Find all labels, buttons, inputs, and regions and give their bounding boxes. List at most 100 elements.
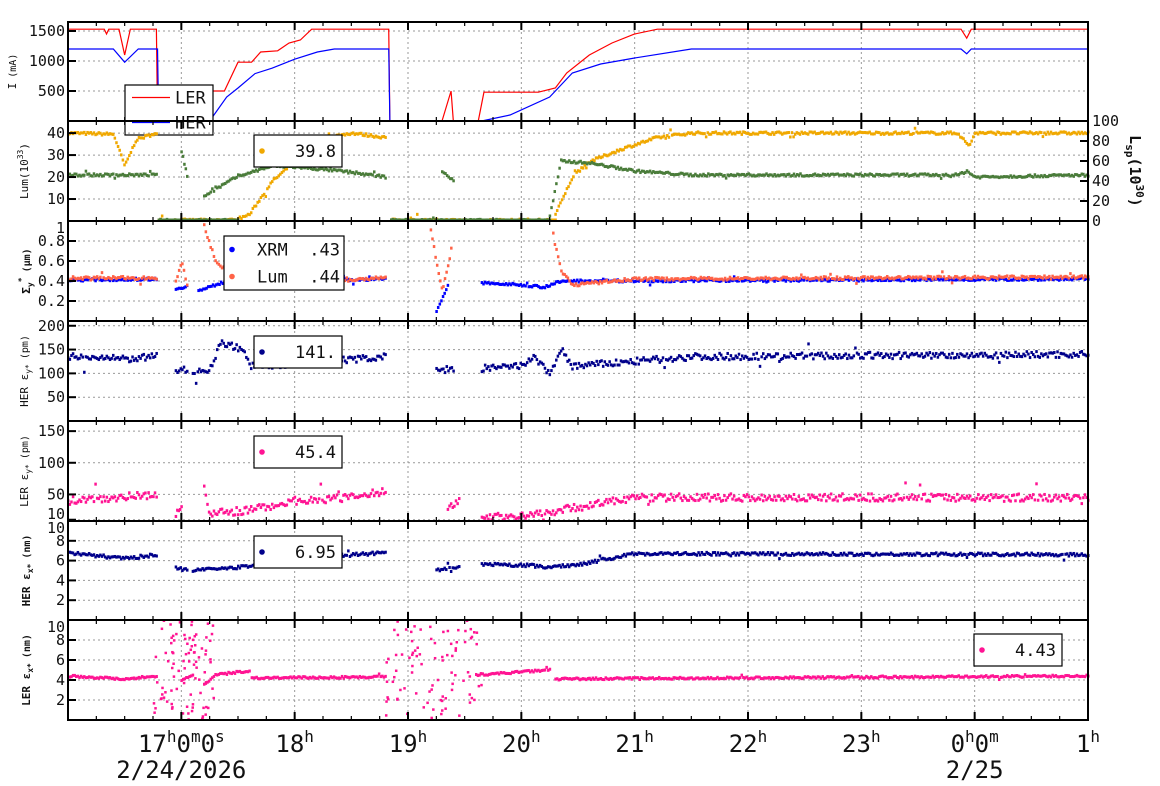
data-point	[914, 495, 917, 498]
data-point	[848, 354, 851, 357]
data-point	[180, 150, 183, 153]
data-point	[365, 355, 368, 358]
data-point	[381, 487, 384, 490]
data-point	[1060, 500, 1063, 503]
data-point	[117, 145, 120, 148]
data-point	[489, 369, 492, 372]
data-point	[791, 498, 794, 501]
data-point	[585, 166, 588, 169]
data-point	[939, 275, 942, 278]
data-point	[80, 500, 83, 503]
legend-value: 6.95	[295, 543, 336, 563]
data-point	[337, 490, 340, 493]
data-point	[946, 356, 949, 359]
data-point	[579, 505, 582, 508]
data-point	[205, 230, 208, 233]
data-point	[248, 670, 251, 673]
data-point	[118, 149, 121, 152]
data-point	[859, 494, 862, 497]
data-point	[269, 508, 272, 511]
data-point	[925, 278, 928, 281]
data-point	[872, 357, 875, 360]
data-point	[587, 507, 590, 510]
y-tick-label: 4	[56, 571, 65, 589]
data-point	[114, 137, 117, 140]
data-point	[562, 195, 565, 198]
data-point	[806, 499, 809, 502]
y-axis-title: LER εy*(pm)	[18, 435, 33, 507]
series-line	[68, 49, 1088, 121]
legend-value: .43	[309, 241, 340, 261]
data-point	[570, 363, 573, 366]
data-point	[539, 509, 542, 512]
data-point	[146, 497, 149, 500]
data-point	[929, 351, 932, 354]
data-point	[378, 672, 381, 675]
data-point	[948, 353, 951, 356]
data-point	[211, 515, 214, 518]
data-point	[569, 182, 572, 185]
data-point	[336, 493, 339, 496]
data-point	[453, 505, 456, 508]
y-axis-title-sub: y*	[24, 464, 33, 474]
data-point	[798, 495, 801, 498]
data-point	[231, 509, 234, 512]
data-point	[1048, 275, 1051, 278]
data-point	[653, 279, 656, 282]
data-point	[705, 135, 708, 138]
data-point	[1079, 497, 1082, 500]
data-point	[564, 192, 567, 195]
data-point	[268, 505, 271, 508]
data-point	[85, 170, 88, 173]
data-point	[950, 356, 953, 359]
data-point	[91, 495, 94, 498]
data-point	[951, 281, 954, 284]
data-point	[647, 503, 650, 506]
data-point	[938, 174, 941, 177]
data-point	[1055, 356, 1058, 359]
data-point	[442, 367, 445, 370]
data-point	[789, 135, 792, 138]
data-point	[671, 496, 674, 499]
data-point	[384, 491, 387, 494]
panel-frame	[68, 221, 1088, 321]
data-point	[365, 132, 368, 135]
data-point	[328, 495, 331, 498]
data-point	[149, 170, 152, 173]
data-point	[1017, 493, 1020, 496]
series-ler-emittance-y	[67, 481, 1090, 521]
data-point	[295, 503, 298, 506]
data-point	[678, 492, 681, 495]
data-point	[869, 351, 872, 354]
data-point	[93, 500, 96, 503]
y-tick-label: 500	[38, 82, 65, 100]
data-point	[205, 494, 208, 497]
data-point	[126, 357, 128, 360]
data-point	[1050, 278, 1053, 281]
data-point	[904, 351, 907, 354]
legend-value: 39.8	[295, 142, 336, 162]
right-y-tick-label: 40	[1092, 172, 1110, 190]
data-point	[747, 495, 750, 498]
data-point	[185, 167, 188, 170]
data-point	[924, 493, 927, 496]
data-point	[371, 551, 374, 554]
data-point	[101, 500, 104, 503]
data-point	[138, 277, 141, 280]
data-point	[833, 498, 836, 501]
data-point	[809, 497, 812, 500]
legend-marker	[259, 449, 265, 455]
y-axis-unit: (μm)	[22, 248, 33, 272]
data-point	[260, 506, 263, 509]
y-axis-title-text: LER ε	[18, 474, 31, 507]
data-point	[101, 354, 104, 357]
data-point	[969, 143, 972, 146]
data-point	[435, 310, 438, 313]
data-point	[250, 211, 253, 214]
data-point	[954, 500, 957, 503]
y-axis-title-text: HER ε	[18, 374, 31, 407]
data-point	[762, 499, 765, 502]
data-point	[85, 501, 88, 504]
data-point	[556, 209, 559, 212]
